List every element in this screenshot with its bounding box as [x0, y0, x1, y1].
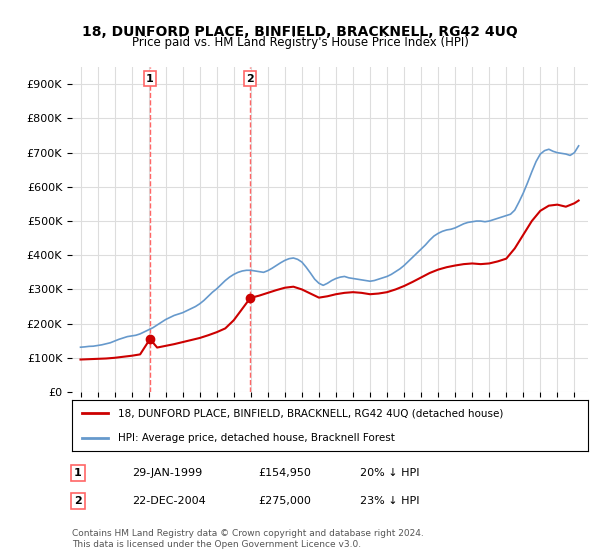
Text: 18, DUNFORD PLACE, BINFIELD, BRACKNELL, RG42 4UQ: 18, DUNFORD PLACE, BINFIELD, BRACKNELL, … — [82, 25, 518, 39]
Text: 1: 1 — [74, 468, 82, 478]
Text: 1: 1 — [146, 74, 154, 83]
Text: 29-JAN-1999: 29-JAN-1999 — [132, 468, 202, 478]
Text: 2: 2 — [74, 496, 82, 506]
Text: 18, DUNFORD PLACE, BINFIELD, BRACKNELL, RG42 4UQ (detached house): 18, DUNFORD PLACE, BINFIELD, BRACKNELL, … — [118, 408, 504, 418]
Text: £154,950: £154,950 — [258, 468, 311, 478]
Text: 2: 2 — [247, 74, 254, 83]
Text: Price paid vs. HM Land Registry's House Price Index (HPI): Price paid vs. HM Land Registry's House … — [131, 36, 469, 49]
Text: 20% ↓ HPI: 20% ↓ HPI — [360, 468, 419, 478]
Text: 22-DEC-2004: 22-DEC-2004 — [132, 496, 206, 506]
Text: Contains HM Land Registry data © Crown copyright and database right 2024.
This d: Contains HM Land Registry data © Crown c… — [72, 529, 424, 549]
Text: HPI: Average price, detached house, Bracknell Forest: HPI: Average price, detached house, Brac… — [118, 433, 395, 443]
Text: £275,000: £275,000 — [258, 496, 311, 506]
Text: 23% ↓ HPI: 23% ↓ HPI — [360, 496, 419, 506]
